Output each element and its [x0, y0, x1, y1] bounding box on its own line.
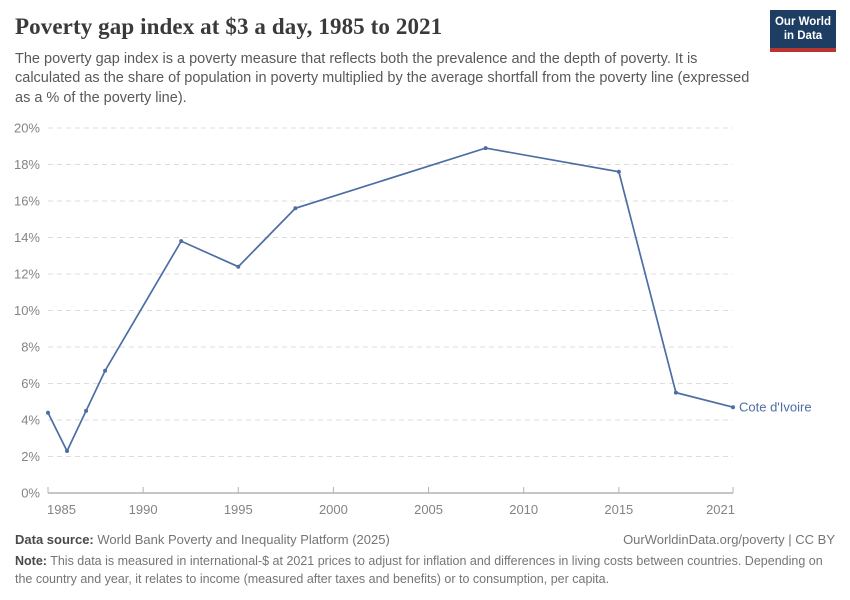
owid-logo-line2: in Data [783, 30, 823, 43]
data-source-label: Data source: [15, 532, 94, 547]
data-point[interactable] [84, 408, 89, 413]
svg-text:2021: 2021 [706, 502, 735, 517]
source-row: Data source: World Bank Poverty and Ineq… [15, 532, 835, 547]
data-point[interactable] [616, 169, 621, 174]
data-point[interactable] [236, 264, 241, 269]
data-point[interactable] [65, 449, 70, 454]
svg-text:12%: 12% [14, 267, 40, 282]
chart-footer: Data source: World Bank Poverty and Ineq… [15, 532, 835, 589]
owid-logo-line1: Our World [774, 16, 831, 28]
chart-subtitle: The poverty gap index is a poverty measu… [15, 51, 750, 106]
chart-note: Note: This data is measured in internati… [15, 553, 835, 589]
data-source-value: World Bank Poverty and Inequality Platfo… [97, 532, 390, 547]
svg-text:18%: 18% [14, 157, 40, 172]
svg-text:20%: 20% [14, 121, 40, 136]
svg-text:1990: 1990 [129, 502, 158, 517]
y-axis-labels: 0% 2% 4% 6% 8% 10% 12% 14% 16% 18% 20% [14, 121, 40, 501]
note-value: This data is measured in international-$… [15, 554, 823, 586]
svg-text:16%: 16% [14, 194, 40, 209]
svg-text:2000: 2000 [319, 502, 348, 517]
svg-text:6%: 6% [21, 376, 40, 391]
data-point[interactable] [103, 368, 108, 373]
data-point[interactable] [46, 410, 50, 415]
svg-text:1985: 1985 [47, 502, 76, 517]
data-point[interactable] [293, 206, 298, 211]
owid-logo[interactable]: Our World in Data [770, 10, 836, 52]
page-title: Poverty gap index at $3 a day, 1985 to 2… [15, 14, 443, 39]
series-end-label: Cote d'Ivoire [739, 400, 812, 415]
svg-text:0%: 0% [21, 486, 40, 501]
data-line [47, 147, 734, 453]
svg-text:2%: 2% [21, 449, 40, 464]
data-point[interactable] [179, 239, 184, 244]
data-point[interactable] [673, 390, 678, 395]
data-source: Data source: World Bank Poverty and Ineq… [15, 532, 390, 547]
svg-text:8%: 8% [21, 340, 40, 355]
x-axis-labels: 1985 1990 1995 2000 2005 2010 2015 2021 [47, 502, 735, 517]
svg-text:10%: 10% [14, 303, 40, 318]
svg-text:2005: 2005 [414, 502, 443, 517]
data-series [46, 146, 735, 454]
svg-text:1995: 1995 [224, 502, 253, 517]
svg-text:2010: 2010 [509, 502, 538, 517]
attribution: OurWorldinData.org/poverty | CC BY [623, 532, 835, 547]
svg-text:4%: 4% [21, 413, 40, 428]
data-point[interactable] [483, 146, 488, 151]
svg-text:14%: 14% [14, 230, 40, 245]
svg-text:2015: 2015 [604, 502, 633, 517]
data-point[interactable] [731, 405, 735, 410]
x-axis [47, 487, 734, 494]
y-gridlines [48, 127, 733, 457]
note-label: Note: [15, 554, 47, 568]
